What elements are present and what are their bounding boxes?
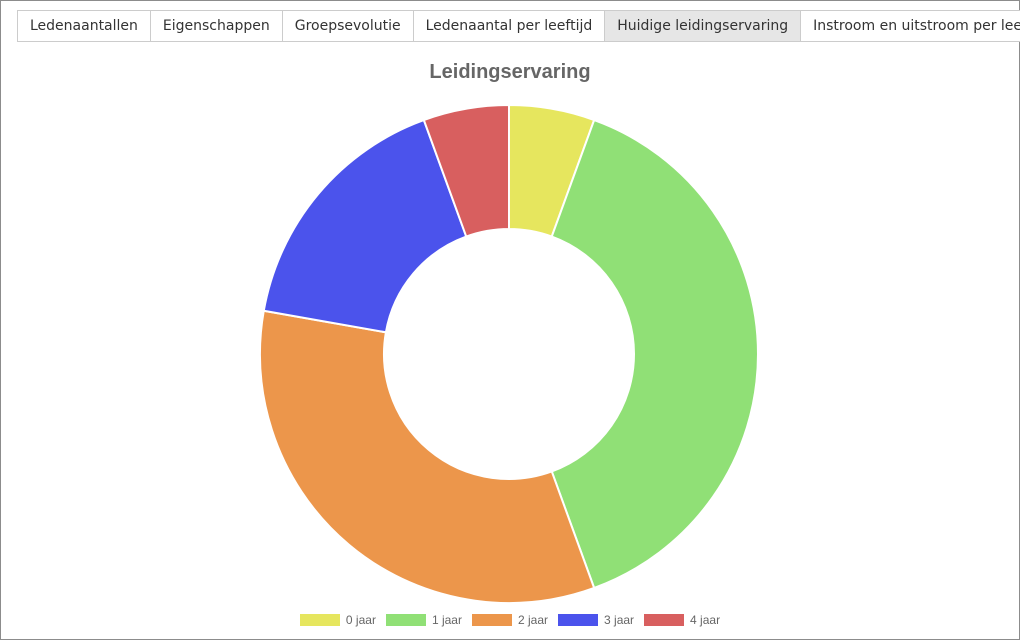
tab-bar: Ledenaantallen Eigenschappen Groepsevolu… [17,10,1020,42]
legend-swatch [299,614,340,626]
donut-slice-2-jaar[interactable] [259,309,596,604]
donut-slice-4-jaar[interactable] [422,103,510,238]
legend-item-2-jaar[interactable]: 2 jaar [471,613,549,627]
legend-swatch [644,614,685,626]
legend-label: 2 jaar [517,613,549,627]
legend-swatch [385,614,426,626]
tab-ledenaantallen[interactable]: Ledenaantallen [18,11,151,41]
legend-label: 0 jaar [345,613,376,627]
legend-swatch [471,614,512,626]
legend-item-0-jaar[interactable]: 0 jaar [299,613,376,627]
tab-huidige-leidingservaring[interactable]: Huidige leidingservaring [605,11,802,41]
legend-item-3-jaar[interactable]: 3 jaar [558,613,634,627]
legend-item-1-jaar[interactable]: 1 jaar [385,613,462,627]
donut-slice-1-jaar[interactable] [550,118,759,590]
legend-label: 3 jaar [604,613,635,627]
tab-instroom-uitstroom[interactable]: Instroom en uitstroom per leeftijd [801,11,1020,41]
donut-chart [259,103,759,604]
legend-label: 1 jaar [431,613,462,627]
tab-ledenaantal-per-leeftijd[interactable]: Ledenaantal per leeftijd [413,11,606,41]
tab-eigenschappen[interactable]: Eigenschappen [150,11,283,41]
chart-title: Leidingservaring [429,61,591,83]
chart-panel: Leidingservaring 0 jaar 1 jaar 2 jaar 3 jaa… [1,51,1019,639]
legend-item-4-jaar[interactable]: 4 jaar [644,613,720,627]
legend-swatch [558,614,599,626]
legend-label: 4 jaar [690,613,721,627]
donut-slice-3-jaar[interactable] [262,118,468,334]
chart-legend: 0 jaar 1 jaar 2 jaar 3 jaar 4 jaar [1,613,1019,627]
tab-groepsevolutie[interactable]: Groepsevolutie [282,11,414,41]
